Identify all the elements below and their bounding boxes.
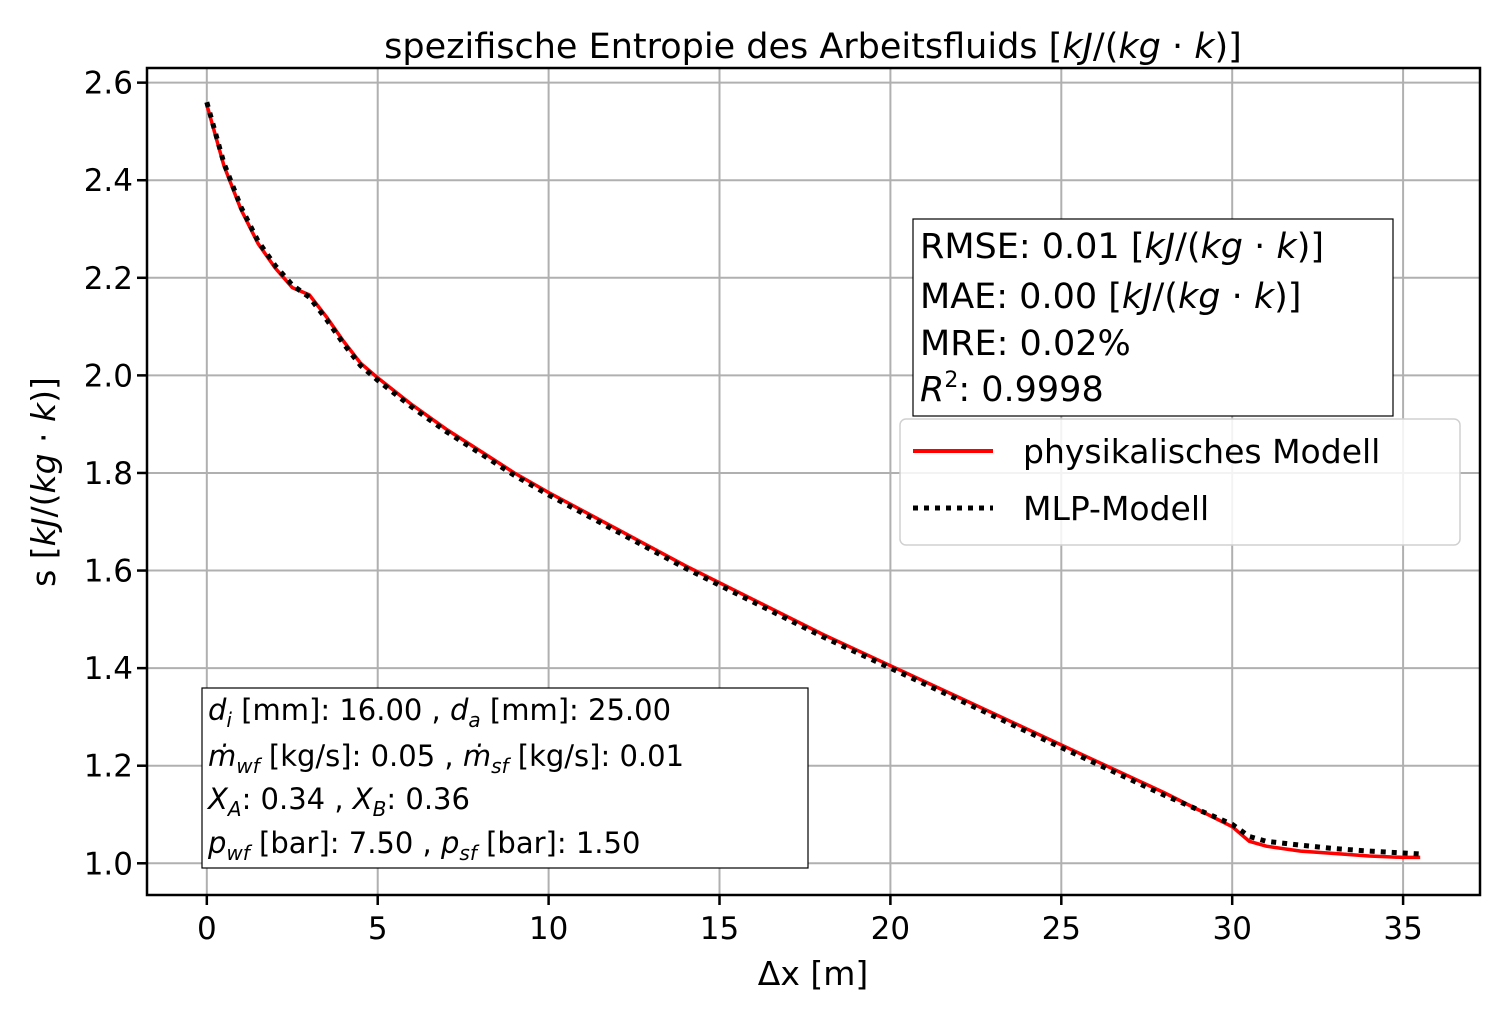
y-tick-label: 1.2 [84, 749, 133, 785]
metric-r2: R2: 0.9998 [920, 368, 1104, 410]
y-tick-label: 1.0 [84, 846, 133, 882]
metric-rmse: RMSE: 0.01 [kJ/(kg · k)] [920, 227, 1324, 267]
y-tick-label: 2.4 [84, 163, 133, 199]
param-line-massflows: ṁwf [kg/s]: 0.05 , ṁsf [kg/s]: 0.01 [208, 739, 684, 778]
param-line-diameters: di [mm]: 16.00 , da [mm]: 25.00 [208, 693, 671, 732]
chart-title: spezifische Entropie des Arbeitsfluids [… [384, 27, 1242, 67]
ticks: 0 5 10 15 20 25 30 35 1.0 1.2 1.4 1.6 1.8 2.0 2.2 2.4 2.… [84, 66, 1423, 947]
x-tick-label: 0 [197, 911, 217, 947]
y-axis-title: s [kJ/(kg · k)] [24, 377, 63, 587]
y-tick-label: 1.4 [84, 651, 133, 687]
param-line-pressures: pwf [bar]: 7.50 , psf [bar]: 1.50 [207, 826, 640, 865]
y-tick-label: 2.6 [84, 66, 133, 102]
series-layer [204, 101, 1421, 860]
legend: physikalisches Modell MLP-Modell [899, 418, 1461, 546]
x-tick-label: 15 [700, 911, 739, 947]
x-tick-label: 20 [871, 911, 910, 947]
parameters-box: di [mm]: 16.00 , da [mm]: 25.00 ṁwf [kg/… [201, 687, 809, 869]
param-line-fractions: XA: 0.34 , XB: 0.36 [206, 782, 470, 821]
legend-frame [899, 418, 1461, 546]
y-tick-label: 2.2 [84, 261, 133, 297]
x-tick-label: 10 [529, 911, 568, 947]
y-tick-label: 2.0 [84, 358, 133, 394]
y-tick-label: 1.6 [84, 554, 133, 590]
legend-label-mlp-modell: MLP-Modell [1023, 489, 1209, 528]
plot-frame [145, 66, 1482, 897]
series-line-mlp-modell [204, 101, 1421, 857]
y-tick-label: 1.8 [84, 456, 133, 492]
x-tick-label: 25 [1042, 911, 1081, 947]
legend-label-physikalisches-modell: physikalisches Modell [1023, 432, 1380, 471]
x-tick-label: 35 [1383, 911, 1422, 947]
metric-mae: MAE: 0.00 [kJ/(kg · k)] [920, 277, 1301, 317]
metric-mre: MRE: 0.02% [920, 324, 1131, 364]
x-tick-label: 30 [1212, 911, 1251, 947]
metrics-box: RMSE: 0.01 [kJ/(kg · k)] MAE: 0.00 [kJ/(… [912, 218, 1394, 417]
parameters-box-frame [201, 687, 809, 869]
x-axis-title: Δx [m] [758, 954, 869, 993]
metrics-box-frame [912, 218, 1394, 417]
x-tick-label: 5 [368, 911, 388, 947]
